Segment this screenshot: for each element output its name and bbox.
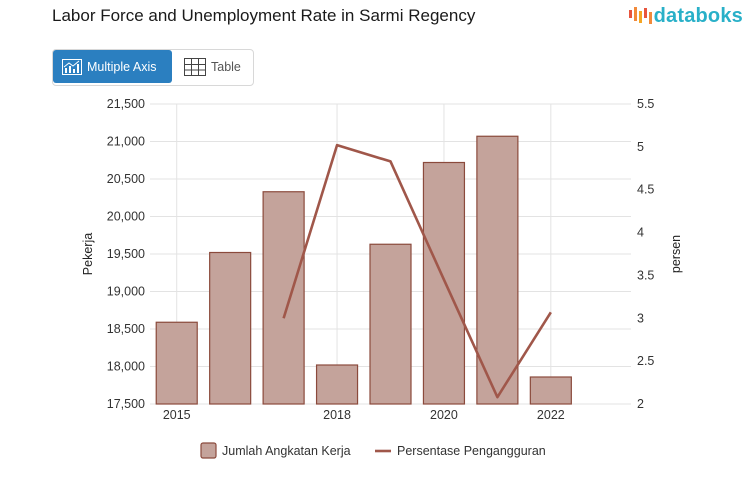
y-right-axis-title: persen bbox=[669, 235, 683, 273]
y-right-tick-label: 4 bbox=[637, 226, 644, 240]
y-right-tick-label: 3.5 bbox=[637, 268, 654, 282]
legend-swatch-bar[interactable] bbox=[200, 442, 217, 459]
table-button[interactable]: Table bbox=[172, 50, 241, 83]
y-right-tick-label: 4.5 bbox=[637, 183, 654, 197]
chart-icon bbox=[62, 58, 82, 75]
unemployment-line[interactable] bbox=[282, 143, 552, 399]
y-tick-label: 18,000 bbox=[107, 360, 145, 374]
y-tick-label: 19,500 bbox=[107, 247, 145, 261]
y-tick-label: 18,500 bbox=[107, 322, 145, 336]
view-toggle: Multiple Axis Table bbox=[52, 49, 254, 86]
x-tick-label: 2015 bbox=[163, 408, 191, 422]
y-tick-label: 20,500 bbox=[107, 172, 145, 186]
bar[interactable] bbox=[155, 321, 198, 405]
y-right-tick-label: 5.5 bbox=[637, 97, 654, 111]
bar[interactable] bbox=[315, 364, 359, 405]
table-label: Table bbox=[211, 59, 241, 74]
y-right-tick-label: 3 bbox=[637, 311, 644, 325]
brand-name: databoks bbox=[653, 5, 743, 27]
bar[interactable] bbox=[209, 251, 252, 405]
y-tick-label: 21,500 bbox=[107, 97, 145, 111]
brand-logo: databoks bbox=[628, 5, 743, 28]
bar[interactable] bbox=[422, 161, 466, 405]
y-tick-label: 21,000 bbox=[107, 135, 145, 149]
y-tick-label: 19,000 bbox=[107, 285, 145, 299]
legend-label-line[interactable]: Persentase Pengangguran bbox=[397, 444, 546, 458]
y-right-tick-label: 2.5 bbox=[637, 354, 654, 368]
multiple-axis-label: Multiple Axis bbox=[87, 59, 157, 74]
multiple-axis-button[interactable]: Multiple Axis bbox=[53, 50, 172, 83]
y-right-tick-label: 2 bbox=[637, 397, 644, 411]
databoks-logo-icon bbox=[628, 6, 652, 24]
x-tick-label: 2022 bbox=[537, 408, 565, 422]
y-axis-title: Pekerja bbox=[81, 233, 95, 275]
y-tick-label: 17,500 bbox=[107, 397, 145, 411]
bar[interactable] bbox=[476, 135, 519, 405]
bar[interactable] bbox=[262, 191, 305, 405]
x-tick-label: 2018 bbox=[323, 408, 351, 422]
bar[interactable] bbox=[529, 376, 572, 405]
bar[interactable] bbox=[369, 243, 412, 405]
table-icon bbox=[184, 57, 206, 76]
y-tick-label: 20,000 bbox=[107, 210, 145, 224]
y-right-tick-label: 5 bbox=[637, 140, 644, 154]
chart-title: Labor Force and Unemployment Rate in Sar… bbox=[52, 6, 476, 25]
x-tick-label: 2020 bbox=[430, 408, 458, 422]
legend-label-bar[interactable]: Jumlah Angkatan Kerja bbox=[222, 444, 351, 458]
